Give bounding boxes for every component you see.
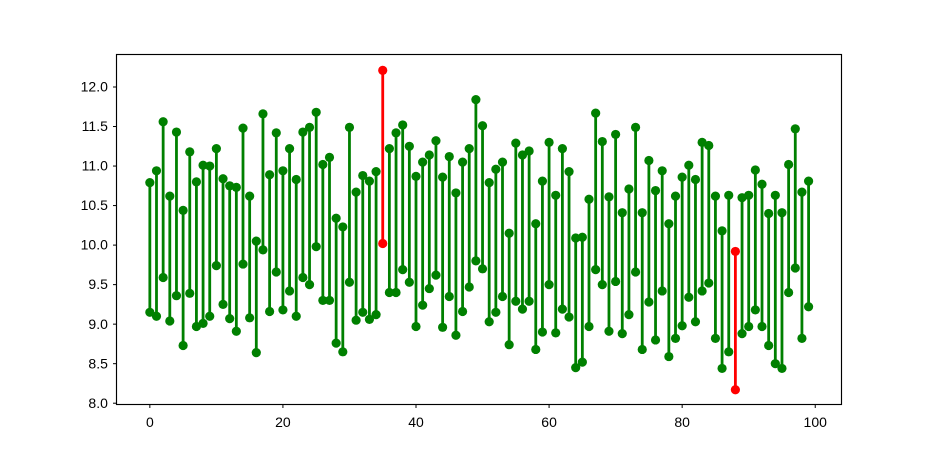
svg-text:10.0: 10.0 bbox=[81, 237, 108, 253]
svg-text:9.5: 9.5 bbox=[88, 276, 108, 292]
svg-text:20: 20 bbox=[275, 414, 291, 430]
svg-text:100: 100 bbox=[804, 414, 828, 430]
svg-text:8.0: 8.0 bbox=[88, 395, 108, 411]
svg-text:40: 40 bbox=[408, 414, 424, 430]
svg-text:9.0: 9.0 bbox=[88, 316, 108, 332]
svg-text:0: 0 bbox=[146, 414, 154, 430]
svg-text:11.0: 11.0 bbox=[82, 158, 108, 174]
svg-text:10.5: 10.5 bbox=[81, 197, 108, 213]
svg-text:8.5: 8.5 bbox=[88, 355, 108, 371]
svg-text:11.5: 11.5 bbox=[82, 118, 108, 134]
svg-text:60: 60 bbox=[541, 414, 557, 430]
svg-text:80: 80 bbox=[674, 414, 690, 430]
svg-text:12.0: 12.0 bbox=[81, 79, 108, 95]
